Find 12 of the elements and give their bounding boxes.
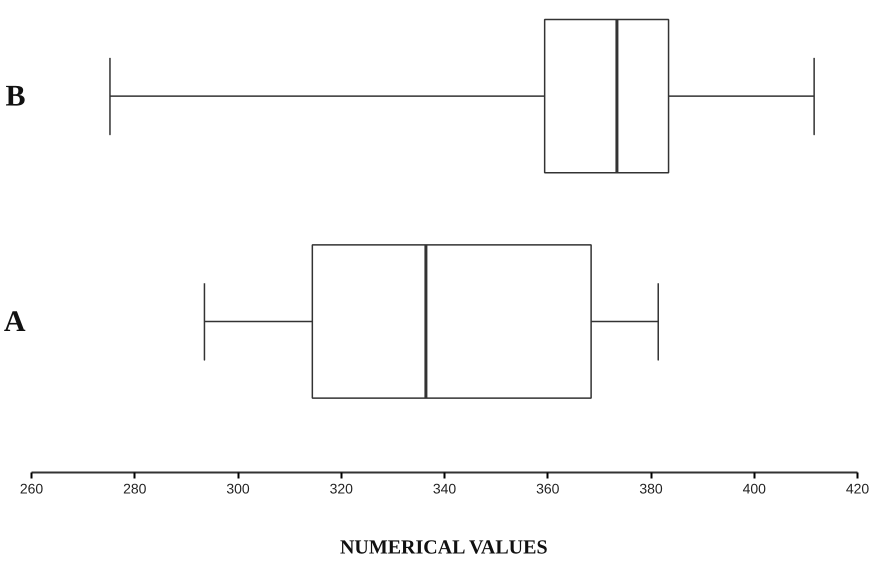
- x-tick-label: 380: [639, 480, 663, 496]
- x-tick-label: 360: [536, 480, 560, 496]
- y-tick-label: B: [5, 80, 26, 113]
- y-tick-label: A: [4, 305, 26, 338]
- x-tick-label: 300: [226, 480, 250, 496]
- x-axis-title: NUMERICAL VALUES: [340, 536, 548, 558]
- x-tick-label: 280: [123, 480, 147, 496]
- x-tick-label: 340: [432, 480, 456, 496]
- x-tick-label: 420: [846, 480, 870, 496]
- x-tick-label: 260: [20, 480, 44, 496]
- x-tick-label: 320: [330, 480, 354, 496]
- x-tick-label: 400: [742, 480, 766, 496]
